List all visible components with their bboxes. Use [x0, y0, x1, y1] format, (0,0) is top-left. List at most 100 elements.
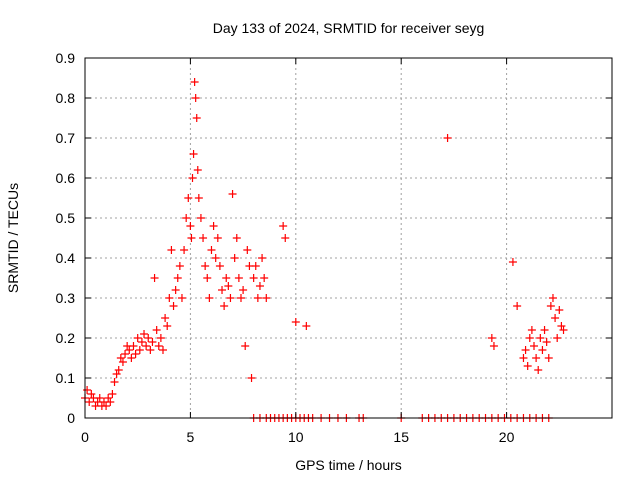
data-point [186, 222, 195, 230]
data-point [523, 362, 532, 370]
data-point [536, 334, 545, 342]
plot-frame [84, 57, 613, 419]
data-point [161, 314, 170, 322]
data-point [548, 294, 557, 302]
data-point [108, 390, 117, 398]
x-tick-label: 0 [81, 429, 89, 445]
data-point [150, 274, 159, 282]
data-point [114, 366, 123, 374]
data-point [243, 246, 252, 254]
data-point [222, 274, 231, 282]
data-point [291, 318, 300, 326]
grid [85, 58, 612, 418]
data-point [193, 166, 202, 174]
data-point [551, 314, 560, 322]
x-tick-label: 5 [187, 429, 195, 445]
data-point [241, 342, 250, 350]
data-point [163, 322, 172, 330]
data-point [127, 354, 136, 362]
data-point [211, 254, 220, 262]
data-point [154, 342, 163, 350]
data-point [165, 294, 174, 302]
data-point [508, 258, 517, 266]
data-point [171, 286, 180, 294]
data-point [249, 274, 258, 282]
data-point [152, 326, 161, 334]
data-point [146, 346, 155, 354]
y-axis-label: SRMTID / TECUs [5, 183, 21, 293]
y-tick-label: 0.8 [56, 90, 76, 106]
y-tick-label: 0.3 [56, 290, 76, 306]
y-tick-label: 0.1 [56, 370, 76, 386]
data-point [232, 234, 241, 242]
data-point [255, 282, 264, 290]
data-point [201, 262, 210, 270]
data-point [118, 358, 127, 366]
data-point [534, 366, 543, 374]
data-point [279, 222, 288, 230]
data-point [213, 234, 222, 242]
data-point [194, 194, 203, 202]
data-point [489, 342, 498, 350]
data-point [527, 326, 536, 334]
data-point [224, 282, 233, 290]
data-point [251, 262, 260, 270]
data-point [199, 234, 208, 242]
data-point [177, 294, 186, 302]
x-tick-label: 15 [393, 429, 409, 445]
data-point [144, 334, 153, 342]
data-point [215, 262, 224, 270]
data-point [173, 274, 182, 282]
data-point [540, 326, 549, 334]
data-point [226, 294, 235, 302]
data-point [95, 394, 104, 402]
data-point [110, 378, 119, 386]
data-point [207, 246, 216, 254]
data-point [140, 330, 149, 338]
data-point [519, 354, 528, 362]
y-tick-label: 0.9 [56, 50, 76, 66]
data-point [262, 294, 271, 302]
data-point [260, 274, 269, 282]
data-point [532, 354, 541, 362]
data-point [220, 302, 229, 310]
data-point [542, 338, 551, 346]
data-point [182, 214, 191, 222]
data-point [188, 174, 197, 182]
data-point [180, 246, 189, 254]
data-point [203, 274, 212, 282]
data-point [191, 94, 200, 102]
data-point [133, 334, 142, 342]
data-point [544, 354, 553, 362]
data-point [218, 286, 227, 294]
data-point [169, 302, 178, 310]
data-point [148, 338, 157, 346]
data-point [555, 306, 564, 314]
data-point [131, 350, 140, 358]
data-point [258, 254, 267, 262]
data-point [137, 338, 146, 346]
data-point [281, 234, 290, 242]
y-tick-label: 0 [67, 410, 75, 426]
y-tick-label: 0.4 [56, 250, 76, 266]
data-point [135, 346, 144, 354]
data-point [196, 214, 205, 222]
y-tick-label: 0.7 [56, 130, 76, 146]
y-tick-labels: 0 0.1 0.2 0.3 0.4 0.5 0.6 0.7 0.8 0.9 [56, 50, 76, 426]
data-point [521, 346, 530, 354]
data-point [190, 78, 199, 86]
data-point [538, 346, 547, 354]
data-point [142, 342, 151, 350]
data-point [184, 194, 193, 202]
data-point [209, 222, 218, 230]
data-point [530, 342, 539, 350]
x-axis-label: GPS time / hours [295, 457, 402, 473]
data-point [302, 322, 311, 330]
data-point [125, 346, 134, 354]
data-point [102, 402, 111, 410]
data-point [234, 274, 243, 282]
data-point [121, 350, 130, 358]
data-point [175, 262, 184, 270]
